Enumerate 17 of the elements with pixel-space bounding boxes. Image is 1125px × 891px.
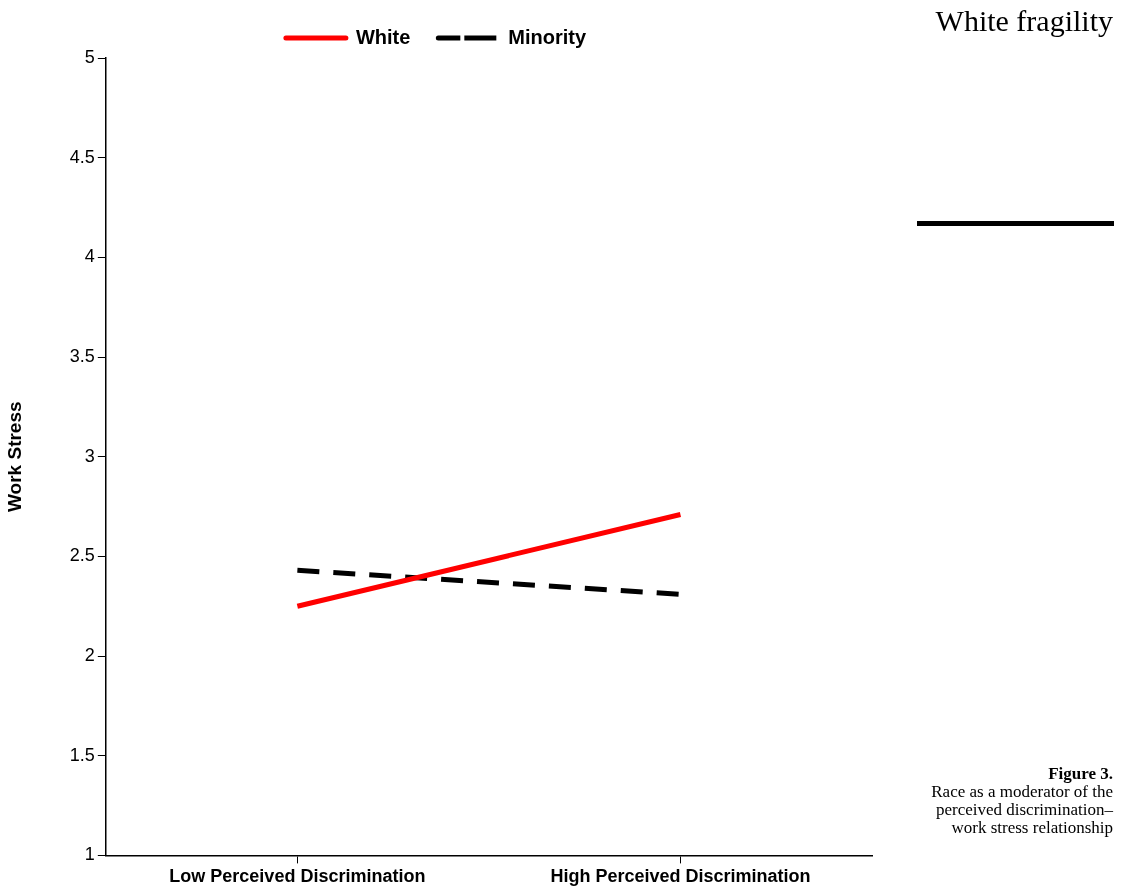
legend-label: White — [355, 25, 411, 48]
text: White fragility — [935, 4, 1113, 38]
y-tick-label: 3 — [84, 445, 95, 466]
text: Race as a moderator of the perceived discrimination–work stress relationship — [931, 782, 1113, 837]
y-axis-title: Work Stress — [3, 401, 25, 512]
y-tick-label: 1 — [84, 844, 95, 865]
legend-label: Minority — [508, 25, 587, 48]
y-tick-label: 1.5 — [69, 744, 95, 765]
y-tick-label: 3.5 — [69, 345, 95, 366]
y-tick-label: 4.5 — [69, 146, 95, 167]
y-tick-label: 4 — [84, 246, 95, 267]
x-tick-label: High Perceived Discrimination — [550, 866, 811, 887]
caption: Figure 3. — [1047, 764, 1113, 783]
x-tick-label: Low Perceived Discrimination — [169, 866, 426, 887]
y-tick-label: 5 — [84, 46, 95, 67]
y-tick-label: 2.5 — [69, 545, 95, 566]
y-tick-label: 2 — [84, 645, 95, 666]
